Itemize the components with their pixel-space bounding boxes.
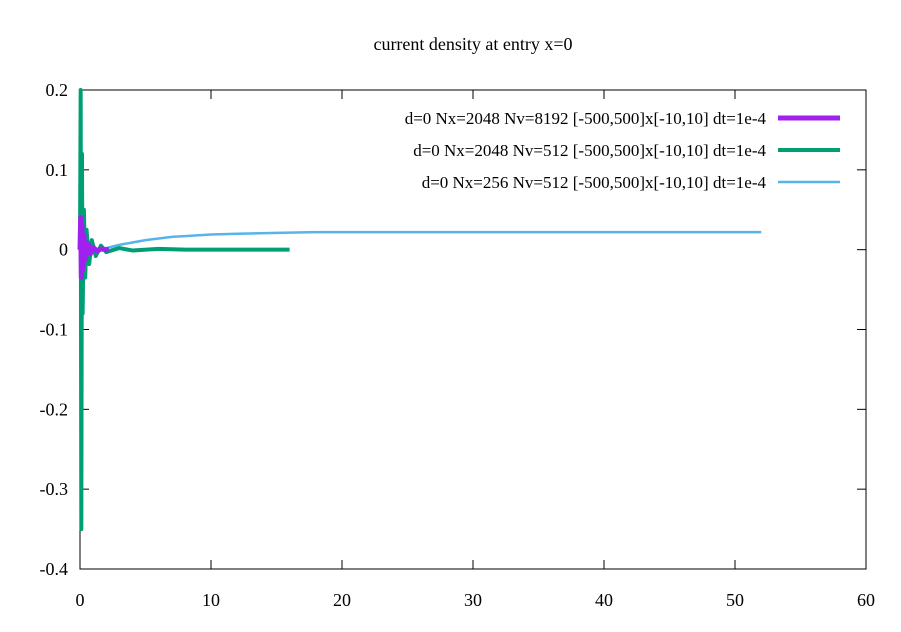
x-tick-label: 20 bbox=[333, 590, 351, 610]
x-tick-label: 60 bbox=[857, 590, 875, 610]
x-tick-label: 40 bbox=[595, 590, 613, 610]
y-tick-label: -0.3 bbox=[40, 479, 69, 499]
y-tick-label: -0.2 bbox=[40, 399, 69, 419]
series-line-1 bbox=[77, 215, 109, 281]
chart-title: current density at entry x=0 bbox=[373, 34, 572, 54]
legend-label-2: d=0 Nx=2048 Nv=512 [-500,500]x[-10,10] d… bbox=[413, 141, 766, 160]
legend-label-1: d=0 Nx=2048 Nv=8192 [-500,500]x[-10,10] … bbox=[405, 109, 767, 128]
plot-frame bbox=[79, 89, 867, 570]
x-tick-label: 30 bbox=[464, 590, 482, 610]
x-tick-label: 50 bbox=[726, 590, 744, 610]
y-tick-label: -0.1 bbox=[40, 320, 69, 340]
x-tick-label: 10 bbox=[202, 590, 220, 610]
y-tick-label: 0 bbox=[59, 240, 68, 260]
legend: d=0 Nx=2048 Nv=8192 [-500,500]x[-10,10] … bbox=[405, 109, 840, 192]
y-tick-label: 0.2 bbox=[46, 80, 69, 100]
y-tick-label: 0.1 bbox=[46, 160, 69, 180]
x-tick-label: 0 bbox=[76, 590, 85, 610]
series-line-2 bbox=[78, 88, 290, 532]
y-tick-label: -0.4 bbox=[40, 559, 69, 579]
series-layer bbox=[77, 88, 762, 532]
legend-label-3: d=0 Nx=256 Nv=512 [-500,500]x[-10,10] dt… bbox=[422, 173, 767, 192]
axes: 0 10 20 30 40 50 60 -0.4 -0.3 -0.2 -0.1 0 0.1 0.2 bbox=[40, 80, 876, 610]
